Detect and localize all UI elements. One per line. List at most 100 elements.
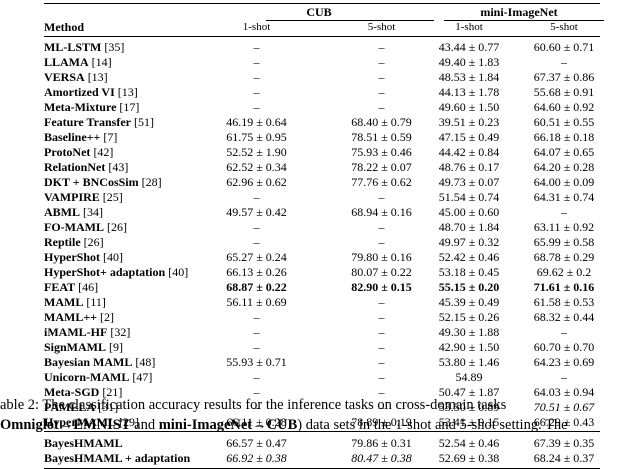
shot-header: 5-shot <box>367 21 396 33</box>
value-cell: 50.47 ± 1.87 <box>438 385 500 399</box>
value-cell: – <box>253 385 260 399</box>
value-cell: 53.18 ± 0.45 <box>438 265 500 279</box>
method-name: MAML++ <box>44 310 97 324</box>
method-cell: LLAMA [14] <box>44 55 112 70</box>
value-cell: 55.15 ± 0.20 <box>438 280 500 294</box>
value-cell: 64.07 ± 0.65 <box>533 145 595 159</box>
value-cell: – <box>253 400 260 414</box>
caption-miniimagenet: mini-ImageNet→CUB <box>158 417 298 433</box>
value-cell: – <box>253 70 260 84</box>
value-cell: – <box>378 100 385 114</box>
value-cell: 53.80 ± 1.46 <box>438 355 500 369</box>
value-cell: 68.40 ± 0.79 <box>351 115 412 129</box>
method-name: Meta-Mixture <box>44 100 117 114</box>
method-name: BayesHMAML + adaptation <box>44 451 191 465</box>
value-cell: 68.78 ± 0.29 <box>533 250 595 264</box>
method-cell: Meta-SGD [21] <box>44 385 122 400</box>
value-cell: – <box>378 400 385 414</box>
method-citation: [42] <box>93 145 114 159</box>
table-row: Unicorn-MAML [47] – – 54.89 – <box>44 370 600 385</box>
header-shots: Method 1-shot 5-shot 1-shot 5-shot <box>44 20 600 35</box>
value-cell: – <box>378 70 385 84</box>
table-row: Meta-Mixture [17] – – 49.60 ± 1.50 64.60 ± 0… <box>44 100 600 115</box>
shot-header: 5-shot <box>550 21 578 33</box>
table-row: ML-LSTM [35] – – 43.44 ± 0.77 60.60 ± 0.71 <box>44 40 600 55</box>
method-name: Meta-SGD <box>44 385 100 399</box>
method-citation: [29] <box>118 415 139 429</box>
group-mini-imagenet: mini-ImageNet <box>480 5 558 19</box>
method-citation: [48] <box>135 355 156 369</box>
method-citation: [13] <box>87 70 108 84</box>
value-cell: 53.41 ± 0.15 <box>438 415 500 429</box>
value-cell: 71.61 ± 0.16 <box>533 280 595 294</box>
method-header: Method <box>44 20 84 34</box>
method-name: PAMELA <box>44 400 96 414</box>
value-cell: 78.51 ± 0.59 <box>351 130 412 144</box>
value-cell: – <box>378 220 385 234</box>
method-name: HyperShot <box>44 250 101 264</box>
table-row: BayesHMAML + adaptation 66.92 ± 0.38 80.47… <box>44 451 600 466</box>
value-cell: 62.52 ± 0.34 <box>226 160 287 174</box>
method-citation: [21] <box>102 385 123 399</box>
method-cell: PAMELA [31] <box>44 400 118 415</box>
value-cell: 61.58 ± 0.53 <box>533 295 595 309</box>
method-name: ABML <box>44 205 80 219</box>
value-cell: – <box>378 85 385 99</box>
table-row: MAML++ [2] – – 52.15 ± 0.26 68.32 ± 0.44 <box>44 310 600 325</box>
method-name: VERSA <box>44 70 85 84</box>
value-cell: 56.11 ± 0.69 <box>226 295 287 309</box>
value-cell: 64.00 ± 0.09 <box>533 175 595 189</box>
value-cell: 45.00 ± 0.60 <box>438 205 500 219</box>
method-name: Reptile <box>44 235 81 249</box>
value-cell: 79.86 ± 0.31 <box>351 436 412 450</box>
method-name: iMAML-HF <box>44 325 108 339</box>
table-row: ProtoNet [42] 52.52 ± 1.90 75.93 ± 0.46 44.… <box>44 145 600 160</box>
value-cell: 65.99 ± 0.58 <box>533 235 595 249</box>
value-cell: 52.42 ± 0.46 <box>438 250 500 264</box>
value-cell: – <box>253 310 260 324</box>
value-cell: 46.19 ± 0.64 <box>226 115 287 129</box>
value-cell: 82.90 ± 0.15 <box>351 280 412 294</box>
method-name: BayesHMAML <box>44 436 123 450</box>
method-citation: [28] <box>141 175 162 189</box>
value-cell: – <box>253 190 260 204</box>
value-cell: – <box>253 85 260 99</box>
value-cell: 77.76 ± 0.62 <box>351 175 412 189</box>
value-cell: 52.15 ± 0.26 <box>438 310 500 324</box>
method-cell: FEAT [46] <box>44 280 98 295</box>
value-cell: – <box>253 55 260 69</box>
value-cell: – <box>561 205 567 219</box>
method-cell: SignMAML [9] <box>44 340 123 355</box>
method-citation: [13] <box>117 85 138 99</box>
table-row: Amortized VI [13] – – 44.13 ± 1.78 55.68 ± 0… <box>44 85 600 100</box>
table-row: Feature Transfer [51] 46.19 ± 0.64 68.40 ±… <box>44 115 600 130</box>
value-cell: 53.50 ± 0.89 <box>438 400 500 414</box>
value-cell: 51.54 ± 0.74 <box>438 190 500 204</box>
value-cell: 66.29 ± 0.43 <box>533 415 595 429</box>
method-citation: [17] <box>119 100 140 114</box>
value-cell: – <box>253 325 260 339</box>
method-citation: [47] <box>132 370 153 384</box>
value-cell: 49.40 ± 1.83 <box>438 55 500 69</box>
method-name: Bayesian MAML <box>44 355 133 369</box>
method-citation: [51] <box>133 115 154 129</box>
method-citation: [46] <box>78 280 99 294</box>
value-cell: 45.39 ± 0.49 <box>438 295 500 309</box>
value-cell: 49.30 ± 1.88 <box>438 325 500 339</box>
value-cell: 68.32 ± 0.44 <box>533 310 595 324</box>
method-cell: ML-LSTM [35] <box>44 40 124 55</box>
value-cell: – <box>378 295 385 309</box>
method-cell: FO-MAML [26] <box>44 220 127 235</box>
value-cell: 61.75 ± 0.95 <box>226 130 287 144</box>
method-cell: MAML++ [2] <box>44 310 114 325</box>
method-cell: ABML [34] <box>44 205 103 220</box>
method-citation: [2] <box>100 310 114 324</box>
value-cell: – <box>561 325 567 339</box>
method-cell: Reptile [26] <box>44 235 104 250</box>
caption-line-1: able 2: The classification accuracy resu… <box>0 397 507 413</box>
method-name: Unicorn-MAML <box>44 370 130 384</box>
table-row: RelationNet [43] 62.52 ± 0.34 78.22 ± 0.07… <box>44 160 600 175</box>
value-cell: 80.07 ± 0.22 <box>351 265 412 279</box>
value-cell: 68.24 ± 0.37 <box>533 451 595 465</box>
value-cell: 48.70 ± 1.84 <box>438 220 500 234</box>
